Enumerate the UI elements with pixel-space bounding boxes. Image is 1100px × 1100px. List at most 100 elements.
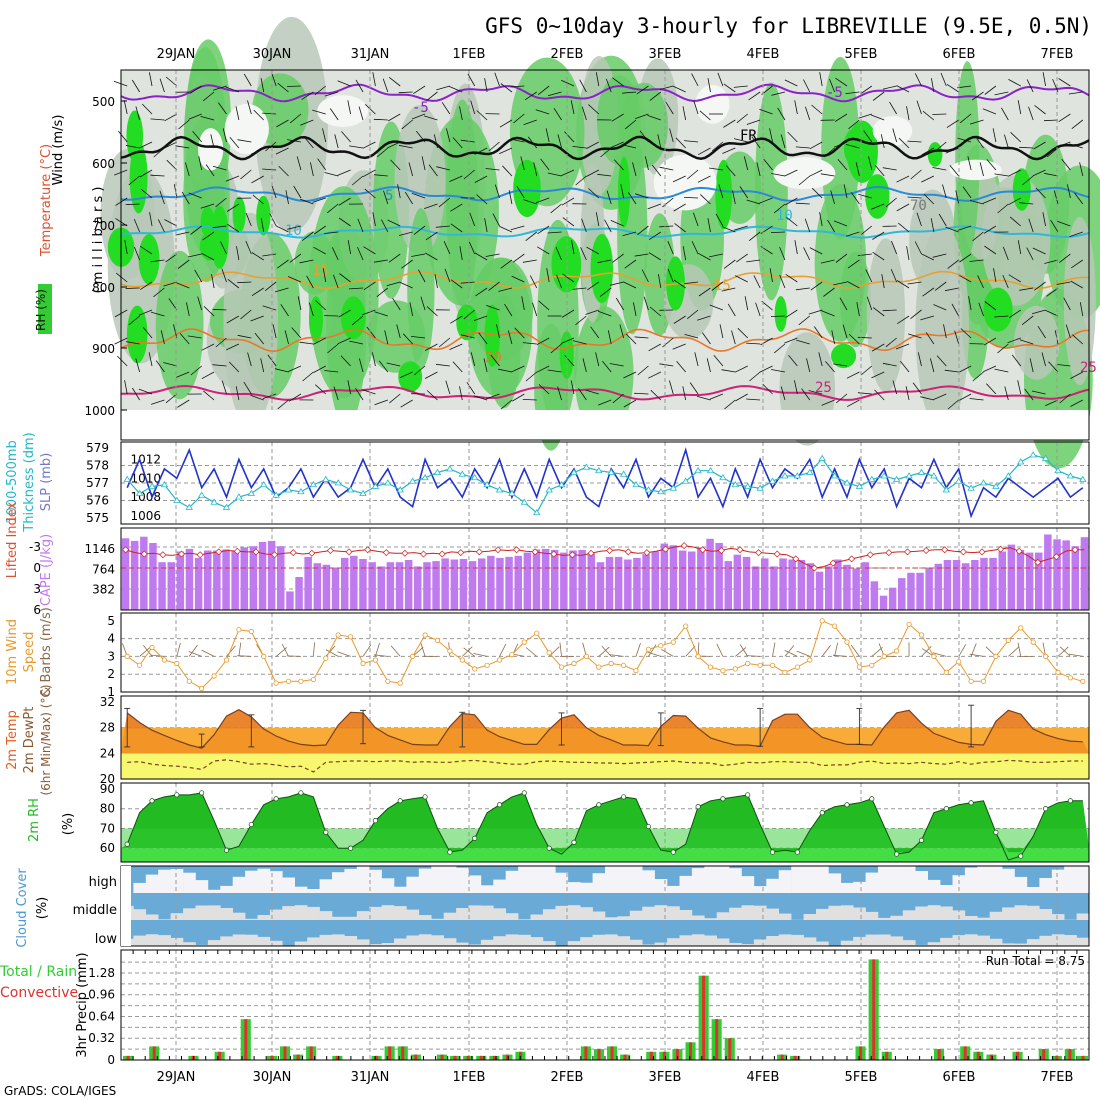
wind10-barb	[525, 647, 537, 657]
wind-barb	[535, 109, 550, 115]
thickness-point	[644, 486, 653, 493]
cloud-cover-bar	[853, 881, 866, 893]
wind10-barb	[226, 645, 236, 657]
wind10-barb	[784, 650, 798, 657]
wind-barb	[210, 134, 215, 149]
wind-barb	[1074, 192, 1084, 205]
wind-barb	[696, 395, 711, 401]
wind-barb	[938, 213, 947, 227]
wind-barb	[806, 358, 811, 373]
rh-point	[695, 804, 701, 810]
wind-barb	[222, 128, 227, 143]
cape-bar	[907, 572, 915, 610]
wind10-barb	[1068, 653, 1083, 657]
cape-bar	[1044, 534, 1052, 610]
li-point	[792, 555, 800, 563]
cape-bar	[962, 563, 970, 610]
wind-barb	[717, 72, 724, 87]
wind-barb	[736, 253, 748, 263]
wind-barb	[1033, 141, 1046, 150]
wind10-barb	[969, 653, 984, 657]
rh-high-blob	[126, 110, 143, 162]
precip-convective-bar	[989, 1054, 993, 1060]
thickness-point	[855, 482, 864, 489]
wind-barb	[907, 281, 922, 285]
wind-barb	[823, 147, 835, 158]
cloud-cover-bar	[816, 908, 829, 920]
rh-high-blob	[865, 174, 890, 219]
cloud-cover-bar	[729, 907, 742, 920]
cape-tick-label: 764	[92, 562, 115, 576]
wind-barb	[582, 358, 587, 373]
wind-barb	[983, 365, 997, 373]
wind10-speed-point	[1080, 678, 1086, 684]
wind-barb	[722, 147, 736, 154]
date-label-bottom: 2FEB	[551, 1070, 584, 1085]
cloud-cover-bar	[257, 936, 271, 946]
wind10-axis-label-3: & Barbs (m/s)	[39, 607, 54, 697]
wind-barb	[289, 113, 302, 124]
wind-barb	[969, 200, 984, 205]
wind-barb	[575, 175, 587, 186]
wind-barb	[753, 275, 761, 289]
wind10-barb	[390, 645, 401, 657]
wind-barb	[218, 102, 227, 115]
wind-barb	[134, 246, 140, 261]
wind-barb	[523, 199, 537, 205]
wind-barb	[731, 330, 736, 345]
precip-convective-bar	[662, 1051, 666, 1060]
cloud-cover-bar	[257, 915, 271, 920]
cloud-cover-bar	[530, 914, 544, 920]
precip-convective-bar	[1016, 1051, 1020, 1060]
cape-bar	[514, 555, 522, 610]
cape-bar	[176, 551, 185, 610]
wind-barb	[556, 274, 562, 289]
cape-bar	[934, 563, 943, 610]
cape-bar	[295, 577, 303, 610]
thickness-point	[868, 475, 876, 482]
wind-barb	[1057, 141, 1071, 148]
wind-barb	[262, 168, 277, 171]
wind-barb	[426, 306, 438, 317]
cloud-cover-bar	[269, 940, 283, 946]
pressure-tick-label: 900	[92, 342, 115, 356]
rh-point	[372, 818, 378, 824]
rh-shade-blob	[407, 208, 435, 369]
wind-barb	[860, 365, 873, 376]
cape-bar	[797, 560, 806, 610]
wind-barb	[175, 145, 190, 149]
cloud-cover-bar	[418, 934, 432, 946]
wind-barb	[516, 185, 525, 199]
wind-barb	[461, 334, 475, 339]
cape-bar	[341, 557, 349, 610]
cloud-cover-bar	[468, 944, 482, 946]
rh2m-axis-label: 2m RH	[27, 798, 42, 842]
wind-barb	[662, 197, 674, 208]
wind10-barb	[685, 645, 696, 657]
cloud-cover-bar	[816, 866, 829, 893]
thickness-point	[260, 480, 268, 488]
wind-barb	[547, 91, 562, 97]
cape-bar	[998, 551, 1006, 610]
cloud-cover-bar	[294, 905, 308, 920]
wind-barb	[613, 159, 624, 171]
thickness-point	[433, 468, 442, 475]
wind-barb	[194, 269, 203, 283]
cloud-cover-bar	[940, 937, 953, 946]
wind10-barb	[325, 649, 339, 657]
wind-barb	[684, 140, 699, 143]
wind-barb	[212, 308, 227, 311]
thickness-point	[272, 491, 280, 498]
thickness-point	[694, 466, 702, 474]
wind-barb	[1024, 388, 1034, 401]
rh-dry-blob	[773, 157, 836, 190]
wind10-barb	[739, 644, 749, 657]
wind-barb	[921, 175, 935, 183]
wind-barb	[409, 302, 414, 317]
precip-convective-bar	[885, 1051, 889, 1060]
wind-barb	[650, 389, 662, 401]
wind-barb	[300, 198, 314, 205]
cape-bar	[834, 559, 842, 610]
cape-bar	[258, 542, 267, 610]
wind-barb	[153, 147, 165, 158]
